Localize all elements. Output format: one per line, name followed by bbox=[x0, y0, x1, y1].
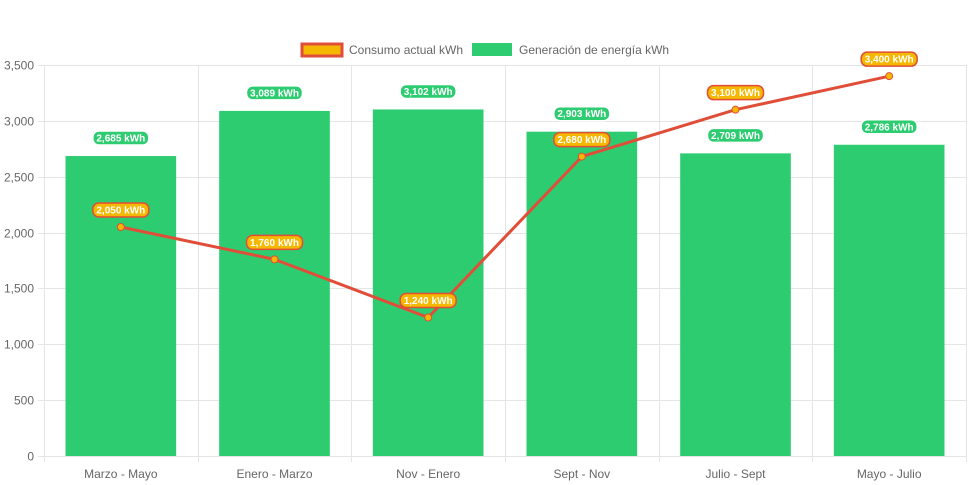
grid bbox=[44, 65, 967, 462]
data-label-box bbox=[92, 130, 150, 146]
y-axis: 0 500 1,000 1,500 2,000 2,500 3,000 3,500 bbox=[4, 59, 44, 464]
line-point bbox=[577, 152, 586, 161]
data-label-box bbox=[706, 127, 765, 144]
data-label: 2,786 kWh bbox=[865, 122, 914, 133]
data-label-box bbox=[706, 84, 765, 101]
x-axis: Marzo - Mayo Enero - Marzo Nov - Enero Sept… bbox=[84, 467, 922, 481]
y-tick-label: 3,500 bbox=[4, 59, 34, 73]
bar bbox=[526, 131, 638, 457]
y-tick-label: 1,000 bbox=[4, 338, 34, 352]
y-tick-label: 500 bbox=[14, 394, 34, 408]
line-series bbox=[116, 72, 894, 322]
data-label-box bbox=[245, 234, 304, 251]
legend[interactable]: Consumo actual kWh Generación de energía … bbox=[300, 42, 669, 58]
data-label: 2,680 kWh bbox=[557, 135, 606, 146]
y-tick-label: 3,000 bbox=[4, 115, 34, 129]
y-tick-label: 0 bbox=[27, 450, 34, 464]
y-tick-label: 1,500 bbox=[4, 282, 34, 296]
data-label: 1,240 kWh bbox=[404, 296, 453, 307]
legend-label-generacion: Generación de energía kWh bbox=[519, 43, 669, 57]
legend-label-consumo: Consumo actual kWh bbox=[349, 43, 463, 57]
bar bbox=[372, 109, 484, 457]
data-label-box bbox=[860, 51, 918, 67]
data-label: 3,100 kWh bbox=[711, 88, 760, 99]
data-label-box bbox=[399, 292, 457, 309]
data-labels: 2,685 kWh 3,089 kWh 3,102 kWh 2,903 kWh 2,70… bbox=[92, 51, 918, 309]
y-tick-label: 2,500 bbox=[4, 171, 34, 185]
data-label: 1,760 kWh bbox=[250, 238, 299, 249]
data-label: 2,050 kWh bbox=[96, 205, 145, 216]
data-label: 3,400 kWh bbox=[865, 55, 914, 66]
data-label-box bbox=[553, 105, 611, 122]
data-label-box bbox=[399, 83, 457, 100]
data-label-box bbox=[245, 85, 304, 101]
line-point bbox=[116, 222, 125, 231]
data-label: 2,709 kWh bbox=[711, 131, 760, 142]
x-tick-label: Sept - Nov bbox=[553, 467, 610, 481]
x-tick-label: Enero - Marzo bbox=[236, 467, 312, 481]
x-tick-label: Marzo - Mayo bbox=[84, 467, 158, 481]
line-point bbox=[885, 72, 894, 81]
line-point bbox=[270, 255, 279, 264]
bar-series bbox=[65, 109, 945, 457]
y-tick-label: 2,000 bbox=[4, 227, 34, 241]
data-label: 3,089 kWh bbox=[250, 88, 299, 99]
data-label-box bbox=[860, 119, 918, 135]
line-point bbox=[731, 105, 740, 114]
bar bbox=[65, 156, 177, 456]
data-label: 3,102 kWh bbox=[404, 87, 453, 98]
bar bbox=[680, 153, 791, 456]
bar bbox=[219, 110, 330, 456]
bar bbox=[833, 144, 945, 456]
data-label-box bbox=[553, 131, 611, 148]
x-tick-label: Nov - Enero bbox=[396, 467, 460, 481]
legend-swatch-consumo bbox=[300, 42, 344, 58]
line-point bbox=[424, 313, 433, 322]
data-label: 2,685 kWh bbox=[96, 134, 145, 145]
data-label: 2,903 kWh bbox=[557, 109, 606, 120]
series-line bbox=[120, 74, 890, 319]
x-tick-label: Mayo - Julio bbox=[857, 467, 922, 481]
data-label-box bbox=[92, 202, 150, 218]
x-tick-label: Julio - Sept bbox=[705, 467, 766, 481]
legend-swatch-generacion bbox=[472, 43, 512, 56]
